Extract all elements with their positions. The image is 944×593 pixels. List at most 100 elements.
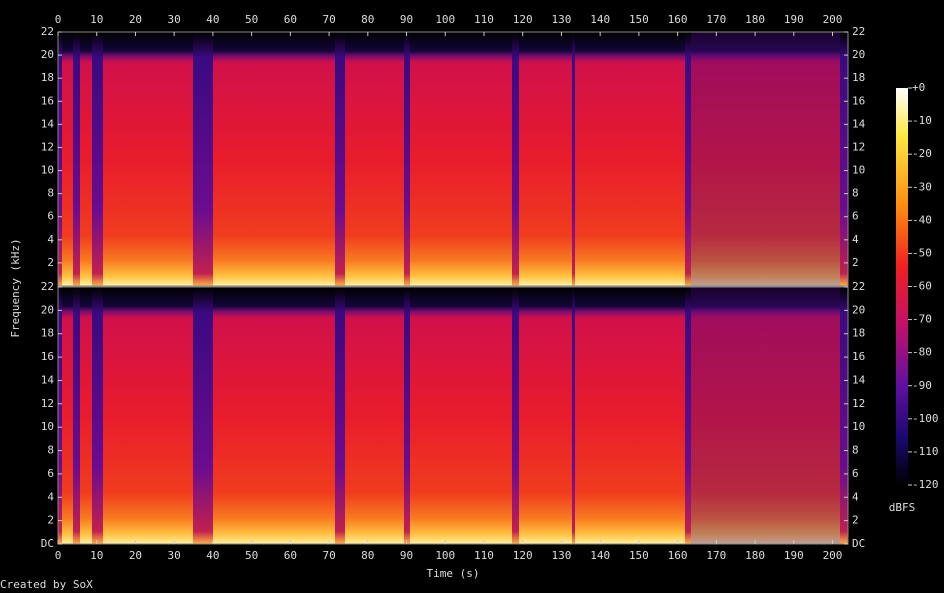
x-tick-label: 110 <box>474 549 494 562</box>
x-tick-label: 50 <box>245 549 258 562</box>
y-axis-label: Frequency (kHz) <box>9 238 22 337</box>
colorbar-tick-label: -10 <box>912 114 932 127</box>
quiet-band <box>572 287 575 544</box>
y-tick-label: 6 <box>852 210 859 223</box>
y-tick-label: 10 <box>852 420 865 433</box>
x-tick-label: 10 <box>90 549 103 562</box>
y-tick-label: 18 <box>852 327 865 340</box>
y-tick-label: 22 <box>852 25 865 38</box>
y-tick-label: 2 <box>47 514 54 527</box>
x-tick-label: 140 <box>590 549 610 562</box>
x-tick-label: 60 <box>284 549 297 562</box>
x-tick-label: 90 <box>400 549 413 562</box>
footer: Created by SoX <box>0 578 93 591</box>
y-tick-label: 4 <box>47 233 54 246</box>
y-tick-label: 20 <box>41 303 54 316</box>
plot-frame <box>57 31 849 287</box>
colorbar-tick-label: -110 <box>912 445 939 458</box>
quiet-band <box>685 287 691 544</box>
x-tick-label: 100 <box>435 13 455 26</box>
y-tick-label: 6 <box>47 210 54 223</box>
y-tick-label: 8 <box>852 444 859 457</box>
quiet-band <box>512 287 519 544</box>
y-tick-label: 18 <box>41 327 54 340</box>
y-tick-label: 16 <box>41 350 54 363</box>
y-tick-label: 2 <box>47 256 54 269</box>
y-tick-label: 10 <box>41 420 54 433</box>
x-tick-label: 40 <box>206 549 219 562</box>
x-tick-label: 150 <box>629 549 649 562</box>
x-tick-label: 160 <box>668 13 688 26</box>
y-tick-label: 8 <box>47 444 54 457</box>
quiet-band <box>193 287 213 544</box>
x-tick-label: 140 <box>590 13 610 26</box>
quiet-band <box>92 32 103 286</box>
quiet-band <box>92 287 103 544</box>
x-tick-label: 120 <box>513 13 533 26</box>
y-tick-label: 4 <box>47 490 54 503</box>
y-tick-label: 8 <box>852 187 859 200</box>
y-tick-label: 22 <box>852 280 865 293</box>
x-tick-label: 130 <box>551 549 571 562</box>
x-tick-label: 50 <box>245 13 258 26</box>
y-tick-label: DC <box>41 537 54 550</box>
x-tick-label: 190 <box>784 549 804 562</box>
x-tick-label: 200 <box>823 549 843 562</box>
quiet-band <box>840 287 848 544</box>
x-tick-label: 150 <box>629 13 649 26</box>
quiet-band <box>335 32 345 286</box>
x-tick-label: 80 <box>361 549 374 562</box>
colorbar-tick-label: -60 <box>912 280 932 293</box>
quiet-band <box>73 32 80 286</box>
y-tick-label: 22 <box>41 25 54 38</box>
x-tick-label: 30 <box>168 13 181 26</box>
x-tick-label: 200 <box>823 13 843 26</box>
quiet-band <box>335 287 345 544</box>
y-tick-label: 12 <box>852 140 865 153</box>
y-tick-label: 16 <box>852 350 865 363</box>
x-tick-label: 180 <box>745 549 765 562</box>
y-tick-label: 14 <box>852 117 866 130</box>
colorbar-tick-label: -90 <box>912 379 932 392</box>
y-tick-label: 20 <box>852 48 865 61</box>
y-tick-label: 6 <box>47 467 54 480</box>
x-tick-label: 20 <box>129 13 142 26</box>
x-tick-label: 90 <box>400 13 413 26</box>
y-tick-label: 2 <box>852 514 859 527</box>
y-tick-label: 20 <box>41 48 54 61</box>
x-tick-label: 180 <box>745 13 765 26</box>
quiet-band <box>685 32 691 286</box>
x-tick-label: 100 <box>435 549 455 562</box>
y-tick-label: 14 <box>852 373 866 386</box>
y-tick-label: 4 <box>852 490 859 503</box>
x-tick-label: 30 <box>168 549 181 562</box>
x-tick-label: 80 <box>361 13 374 26</box>
y-tick-label: 12 <box>41 397 54 410</box>
colorbar-tick-label: -50 <box>912 246 932 259</box>
quiet-band <box>404 32 410 286</box>
colorbar-tick-label: -70 <box>912 313 932 326</box>
colorbar-label: dBFS <box>889 501 916 514</box>
x-tick-label: 170 <box>706 13 726 26</box>
spectrogram <box>58 32 848 286</box>
x-tick-label: 40 <box>206 13 219 26</box>
y-tick-label: 10 <box>41 164 54 177</box>
y-tick-label: 20 <box>852 303 865 316</box>
quiet-band <box>512 32 519 286</box>
quiet-band <box>572 32 575 286</box>
y-tick-label: 16 <box>41 94 54 107</box>
x-tick-label: 170 <box>706 549 726 562</box>
colorbar-tick-label: -120 <box>912 478 939 491</box>
colorbar <box>896 88 908 485</box>
x-tick-label: 160 <box>668 549 688 562</box>
colorbar-tick-label: -20 <box>912 147 932 160</box>
colorbar-tick-label: +0 <box>912 81 925 94</box>
plot-frame <box>57 286 849 545</box>
colorbar-tick-label: -40 <box>912 213 932 226</box>
colorbar-tick-label: -100 <box>912 412 939 425</box>
spectrogram-area <box>57 31 849 545</box>
dim-region <box>690 287 848 544</box>
spectrogram <box>58 287 848 544</box>
quiet-band <box>58 32 62 286</box>
